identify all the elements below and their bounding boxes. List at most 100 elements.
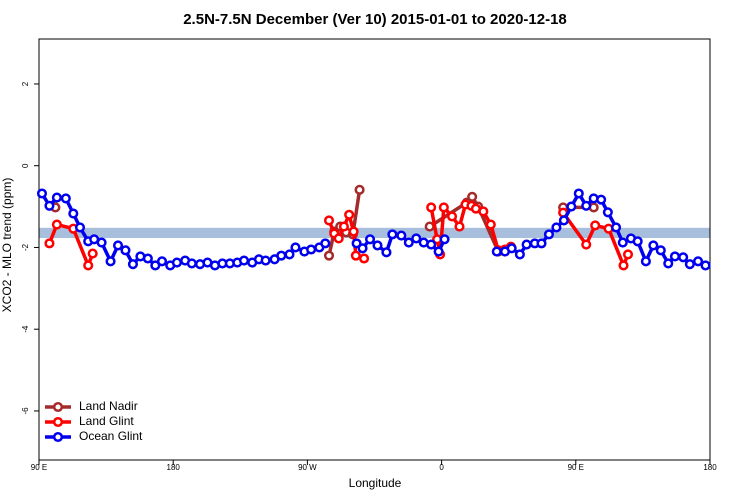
data-point <box>359 253 370 264</box>
data-point <box>156 256 168 267</box>
data-point <box>693 256 704 267</box>
data-point <box>424 221 435 232</box>
data-point <box>543 229 555 240</box>
data-point <box>536 238 547 249</box>
x-tick-label: 90 E <box>568 463 584 472</box>
data-point <box>521 239 532 250</box>
legend-marker <box>52 401 64 413</box>
data-point <box>491 246 502 257</box>
data-point <box>581 239 592 250</box>
data-point <box>284 249 295 260</box>
data-point <box>338 221 349 232</box>
reference-band <box>39 227 710 239</box>
data-point <box>96 237 107 248</box>
data-point <box>142 253 153 264</box>
data-point <box>364 234 376 245</box>
data-point <box>617 237 628 248</box>
data-point <box>74 222 86 233</box>
data-point <box>573 188 584 199</box>
data-point <box>684 259 695 270</box>
y-tick-label: 2 <box>21 81 30 86</box>
x-axis-label: Longitude <box>349 476 402 490</box>
y-axis-label: XCO2 - MLO trend (ppm) <box>0 178 14 313</box>
data-point <box>411 233 422 244</box>
data-point <box>354 184 365 195</box>
data-point <box>44 200 55 211</box>
data-point <box>357 243 368 254</box>
data-point <box>323 250 335 261</box>
x-tick-label: 180 <box>703 463 717 472</box>
data-point <box>426 202 437 213</box>
data-point <box>323 215 335 226</box>
data-point <box>551 222 562 233</box>
y-tick-label: -2 <box>21 243 30 251</box>
legend-label: Land Glint <box>79 414 134 428</box>
data-point <box>105 256 116 267</box>
data-point <box>68 208 79 219</box>
data-point <box>238 255 250 266</box>
data-point <box>403 237 414 248</box>
legend-label: Land Nadir <box>79 399 138 413</box>
data-point <box>467 191 478 202</box>
data-point <box>426 239 437 250</box>
data-point <box>438 202 449 213</box>
data-point <box>344 209 355 220</box>
data-point <box>602 207 613 218</box>
legend-label: Ocean Glint <box>79 429 143 443</box>
y-tick-label: -4 <box>21 325 30 333</box>
data-point <box>700 260 711 271</box>
x-tick-label: 180 <box>167 463 181 472</box>
data-point <box>611 222 622 233</box>
data-point <box>120 245 131 256</box>
data-point <box>351 238 362 249</box>
data-point <box>87 248 98 259</box>
data-point <box>60 193 71 204</box>
x-tick-label: 0 <box>439 463 444 472</box>
data-point <box>514 249 525 260</box>
data-point <box>276 250 287 261</box>
data-point <box>372 240 383 251</box>
legend-marker <box>52 431 64 443</box>
data-point <box>396 230 407 241</box>
data-point <box>446 211 458 222</box>
data-point <box>454 221 465 232</box>
data-point <box>478 206 489 217</box>
data-point <box>485 219 496 230</box>
x-tick-label: 90 W <box>298 463 317 472</box>
data-point <box>51 219 62 230</box>
data-point <box>350 250 361 261</box>
data-point <box>83 260 94 271</box>
data-point <box>622 249 634 260</box>
data-point <box>186 258 197 269</box>
data-point <box>618 260 629 271</box>
data-point <box>381 247 392 258</box>
legend-marker <box>52 416 64 428</box>
data-point <box>590 220 601 231</box>
data-point <box>320 238 331 249</box>
data-point <box>306 244 317 255</box>
data-point <box>433 246 444 257</box>
y-tick-label: 0 <box>21 163 30 168</box>
data-point <box>648 240 659 251</box>
data-point <box>36 188 48 199</box>
data-point <box>127 259 138 270</box>
data-point <box>51 192 62 203</box>
data-point <box>171 257 182 268</box>
data-point <box>581 200 592 211</box>
data-point <box>348 226 359 237</box>
data-point <box>655 245 666 256</box>
data-point <box>439 234 450 245</box>
data-point <box>596 194 607 205</box>
data-point <box>333 233 344 244</box>
data-point <box>669 251 681 262</box>
data-point <box>678 252 689 263</box>
data-point <box>506 243 517 254</box>
data-point <box>663 258 674 269</box>
plot-frame <box>38 38 711 461</box>
data-point <box>387 229 398 240</box>
chart-title: 2.5N-7.5N December (Ver 10) 2015-01-01 t… <box>183 11 567 28</box>
data-point <box>640 256 651 267</box>
data-point <box>566 201 577 212</box>
data-point <box>558 215 569 226</box>
